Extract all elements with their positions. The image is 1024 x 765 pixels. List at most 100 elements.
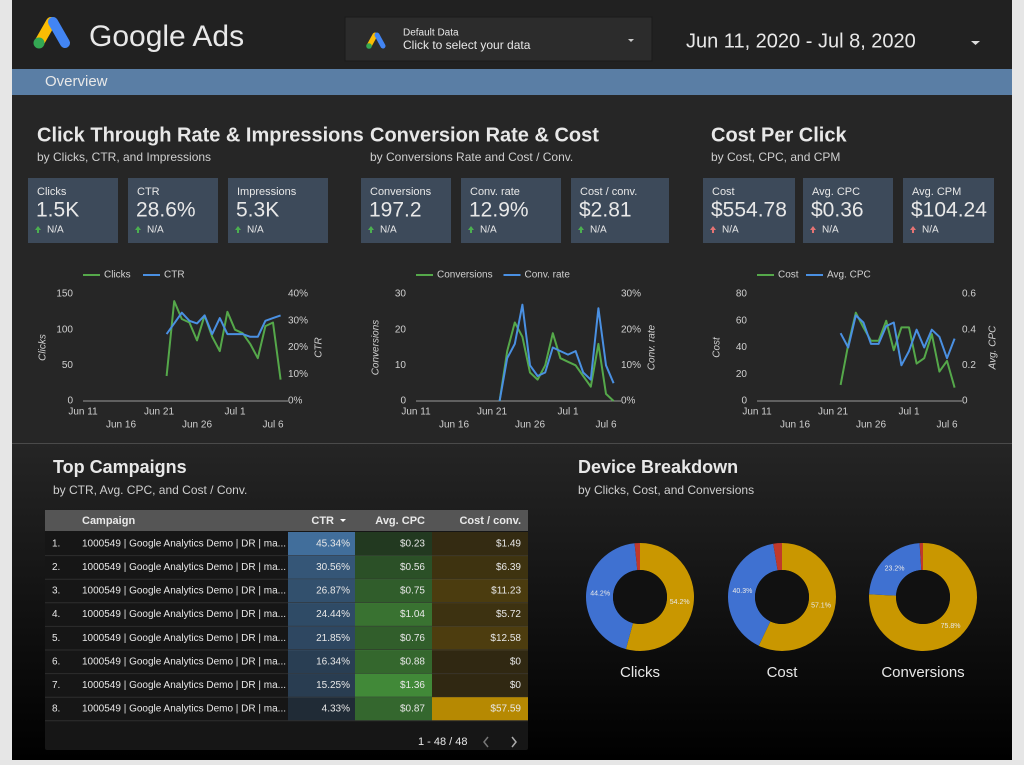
row-number: 1. [52,538,60,549]
kpi-label: Cost / conv. [580,186,637,198]
kpi-change: N/A [590,225,607,236]
kpi-label: Impressions [237,186,297,198]
kpi-change: N/A [380,225,397,236]
heat-cell [288,626,355,650]
selector-hint[interactable]: Click to select your data [403,38,531,52]
kpi-card [461,178,561,243]
column-header: CTR [311,515,334,527]
heat-cell [355,650,432,674]
cell-value: 26.87% [316,586,350,597]
y2-tick-label: 30% [621,289,641,300]
kpi-change: N/A [47,225,64,236]
kpi-card [28,178,118,243]
heat-cell [432,650,528,674]
cell-value: 16.34% [316,656,350,667]
selector-box[interactable] [344,16,653,62]
cell-value: $0.76 [400,633,425,644]
y-axis-title: Clicks [38,334,49,361]
y2-tick-label: 0 [962,396,968,407]
kpi-change: N/A [822,225,839,236]
kpi-card [128,178,218,243]
kpi-change: N/A [922,225,939,236]
x-tick-label: Jun 11 [401,407,431,418]
kpi-card [803,178,893,243]
section-subtitle: by Conversions Rate and Cost / Conv. [370,150,573,164]
cell-value: $11.23 [491,586,521,597]
nav-tab[interactable]: Overview [45,73,108,90]
campaign-name: 1000549 | Google Analytics Demo | DR | m… [82,609,286,620]
cell-value: $0.88 [400,656,425,667]
y-tick-label: 0 [741,396,747,407]
next-page[interactable] [511,736,517,748]
legend-label: CTR [164,270,185,281]
x-tick-label: Jul 6 [262,420,284,431]
row-number: 7. [52,680,60,691]
row-number: 2. [52,562,60,573]
kpi-change: N/A [247,225,264,236]
cell-value: 15.25% [316,680,350,691]
y2-tick-label: 20% [621,324,641,335]
x-tick-label: Jul 1 [224,407,246,418]
y2-tick-label: 0.6 [962,289,976,300]
row-number: 3. [52,586,60,597]
donut-slice [586,543,638,650]
y2-axis-title: Avg. CPC [988,325,999,370]
y-tick-label: 20 [736,369,748,380]
x-tick-label: Jul 6 [936,420,958,431]
device-subtitle: by Clicks, Cost, and Conversions [578,483,754,497]
cell-value: $0.75 [400,586,425,597]
section-title: Cost Per Click [711,124,847,146]
date-range[interactable]: Jun 11, 2020 - Jul 8, 2020 [686,30,916,52]
trend-arrow [135,226,141,233]
y-tick-label: 60 [736,315,748,326]
donut-slice [869,543,977,651]
table-subtitle: by CTR, Avg. CPC, and Cost / Conv. [53,483,247,497]
campaign-name: 1000549 | Google Analytics Demo | DR | m… [82,562,286,573]
kpi-label: CTR [137,186,160,198]
campaign-name: 1000549 | Google Analytics Demo | DR | m… [82,538,286,549]
series-line [165,311,281,338]
y2-tick-label: 0.4 [962,324,976,335]
campaign-name: 1000549 | Google Analytics Demo | DR | m… [82,680,286,691]
heat-cell [355,626,432,650]
x-tick-label: Jul 1 [557,407,579,418]
kpi-value: 1.5K [36,199,79,222]
cell-value: $0 [510,656,522,667]
slice-label: 54.2% [670,599,690,606]
heat-cell [355,602,432,627]
kpi-value: $554.78 [711,199,787,222]
campaign-name: 1000549 | Google Analytics Demo | DR | m… [82,704,286,715]
legend-label: Cost [778,270,799,281]
kpi-card [571,178,669,243]
data-selector[interactable]: Default Data Click to select your data [344,16,653,62]
slice-label: 75.8% [941,623,961,630]
campaign-name: 1000549 | Google Analytics Demo | DR | m… [82,586,286,597]
cell-value: 30.56% [316,562,350,573]
heat-cell [288,673,355,698]
y2-tick-label: 10% [621,360,641,371]
donut-label: Clicks [620,664,660,681]
section-title: Conversion Rate & Cost [370,124,599,146]
y-tick-label: 50 [62,360,74,371]
cell-value: $6.39 [496,562,521,573]
series-line [839,314,956,367]
x-tick-label: Jun 26 [856,420,886,431]
x-tick-label: Jun 11 [68,407,98,418]
cell-value: 21.85% [316,633,350,644]
kpi-value: 28.6% [136,199,196,222]
heat-cell [432,673,528,698]
app-title: Google Ads [89,20,244,53]
cell-value: $12.58 [490,633,521,644]
x-tick-label: Jun 16 [106,420,136,431]
prev-page[interactable] [483,736,489,748]
date-picker[interactable]: Jun 11, 2020 - Jul 8, 2020 [686,30,980,52]
selector-name[interactable]: Default Data [403,28,459,39]
y2-tick-label: 0.2 [962,360,976,371]
column-header: Avg. CPC [375,515,425,527]
y-tick-label: 80 [736,289,748,300]
kpi-label: Cost [712,186,735,198]
y2-tick-label: 0% [288,396,303,407]
row-number: 5. [52,633,60,644]
donut-hole [755,570,809,624]
kpi-value: 197.2 [369,199,422,222]
